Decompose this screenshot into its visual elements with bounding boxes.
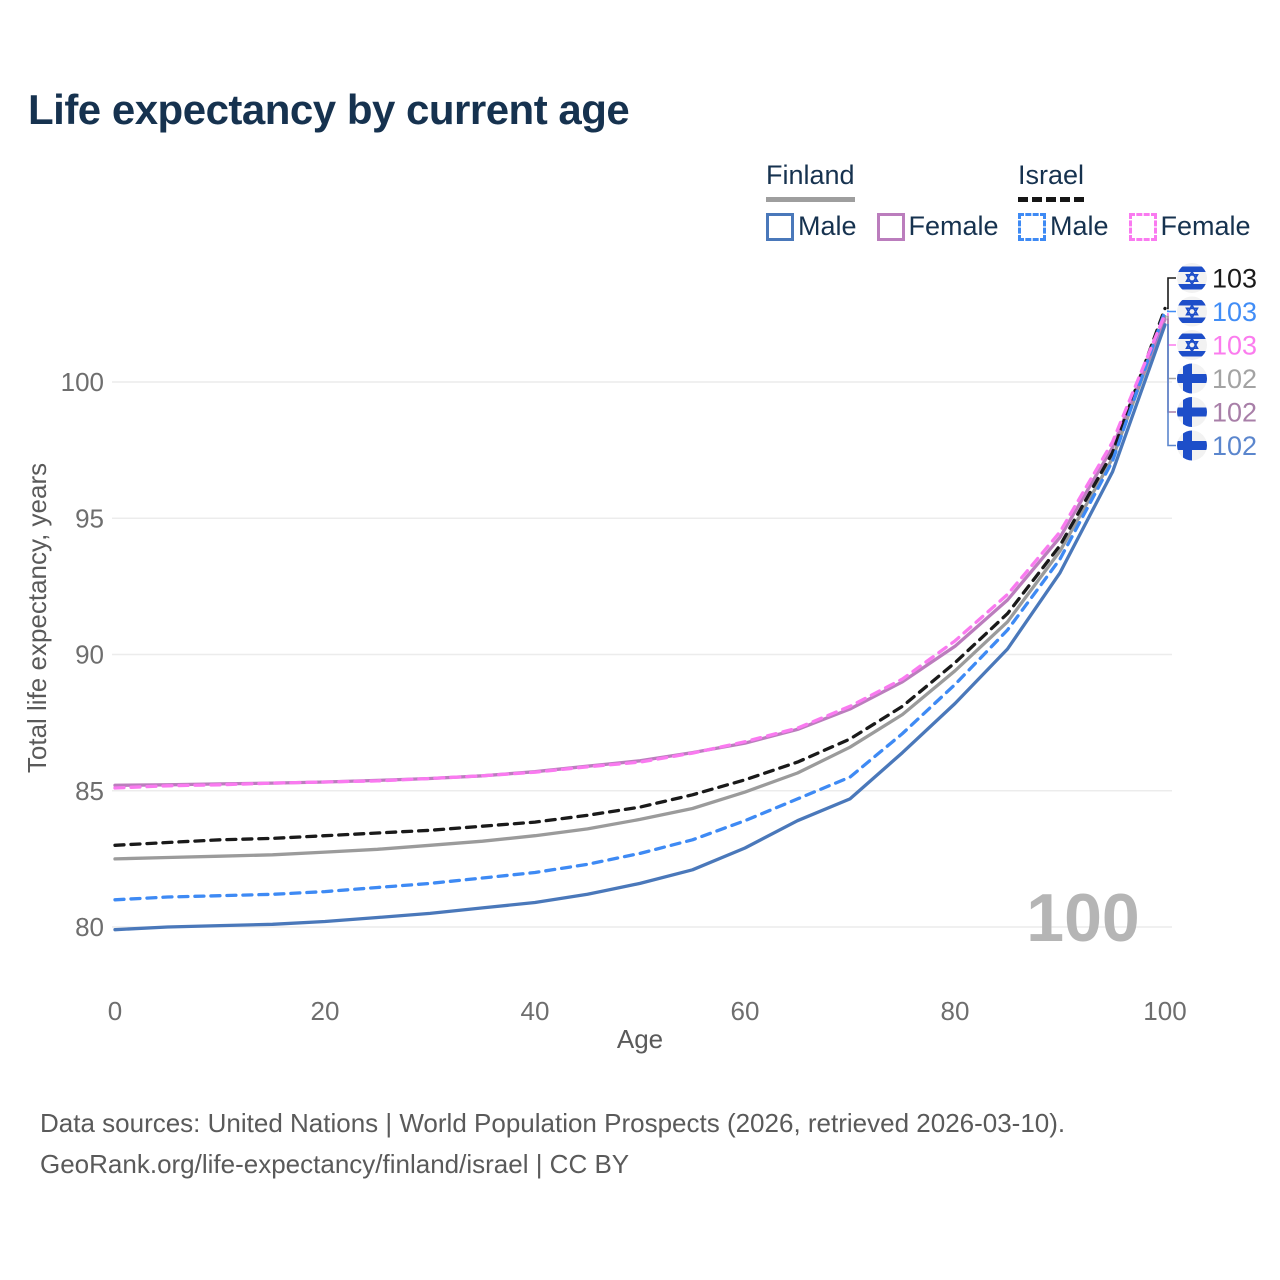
- legend-group-finland: Finland Male Female: [766, 160, 999, 242]
- x-tick-label-100: 100: [1143, 996, 1186, 1026]
- legend-item-israel-female[interactable]: Female: [1128, 211, 1251, 242]
- legend-header-finland: Finland: [766, 160, 855, 202]
- legend-group-israel: Israel Male Female: [1018, 160, 1251, 242]
- page-title: Life expectancy by current age: [28, 86, 630, 133]
- legend-item-finland-male[interactable]: Male: [766, 211, 857, 242]
- y-axis-title: Total life expectancy, years: [22, 463, 52, 773]
- x-tick-label-60: 60: [731, 996, 760, 1026]
- series-line-israel-female: [113, 312, 1167, 790]
- end-value-label-israel-total: 103: [1212, 264, 1257, 294]
- y-tick-label-100: 100: [61, 367, 104, 397]
- finland-flag-icon: [1177, 430, 1207, 461]
- x-tick-label-40: 40: [521, 996, 550, 1026]
- x-tick-label-0: 0: [108, 996, 122, 1026]
- footer-attribution: GeoRank.org/life-expectancy/finland/isra…: [40, 1149, 630, 1179]
- israel-flag-icon: [1177, 296, 1207, 327]
- footer-data-sources: Data sources: United Nations | World Pop…: [40, 1108, 1066, 1138]
- end-label-connector: [1167, 277, 1176, 310]
- series-layer: [113, 306, 1167, 932]
- end-value-label-israel-male: 103: [1212, 297, 1257, 327]
- x-tick-label-20: 20: [311, 996, 340, 1026]
- legend-item-israel-male[interactable]: Male: [1018, 211, 1109, 242]
- x-tick-label-80: 80: [941, 996, 970, 1026]
- y-tick-label-85: 85: [75, 776, 104, 806]
- grid-layer: 80 85 90 95 100 0 20 40 60 80 100: [61, 367, 1187, 1026]
- y-tick-label-95: 95: [75, 503, 104, 533]
- series-line-finland-total: [113, 314, 1167, 861]
- legend-label: Female: [1160, 211, 1251, 241]
- finland-flag-icon: [1177, 397, 1207, 427]
- end-label-connector: [1167, 324, 1176, 447]
- end-value-label-finland-total: 102: [1212, 364, 1257, 394]
- israel-female-swatch-icon: [1128, 212, 1157, 241]
- x-axis-title: Age: [617, 1024, 663, 1054]
- legend-header-israel: Israel: [1018, 160, 1085, 202]
- series-line-israel-male: [113, 309, 1167, 902]
- y-tick-label-80: 80: [75, 912, 104, 942]
- end-value-label-finland-male: 102: [1212, 431, 1257, 461]
- legend-item-finland-female[interactable]: Female: [876, 211, 999, 242]
- israel-male-swatch-icon: [1018, 212, 1046, 241]
- legend-label: Female: [908, 211, 999, 241]
- series-line-israel-total: [113, 306, 1167, 847]
- israel-flag-icon: [1177, 263, 1207, 293]
- finland-male-swatch-icon: [766, 212, 794, 241]
- legend-label: Male: [798, 211, 857, 241]
- end-value-label-israel-female: 103: [1212, 331, 1257, 361]
- end-value-label-finland-female: 102: [1212, 398, 1257, 428]
- finland-flag-icon: [1177, 363, 1207, 394]
- watermark-100: 100: [1026, 880, 1139, 956]
- israel-flag-icon: [1177, 330, 1207, 360]
- series-line-finland-female: [113, 317, 1167, 787]
- y-tick-label-90: 90: [75, 640, 104, 670]
- series-line-finland-male: [113, 323, 1167, 932]
- finland-female-swatch-icon: [876, 212, 905, 241]
- legend-label: Male: [1050, 211, 1109, 241]
